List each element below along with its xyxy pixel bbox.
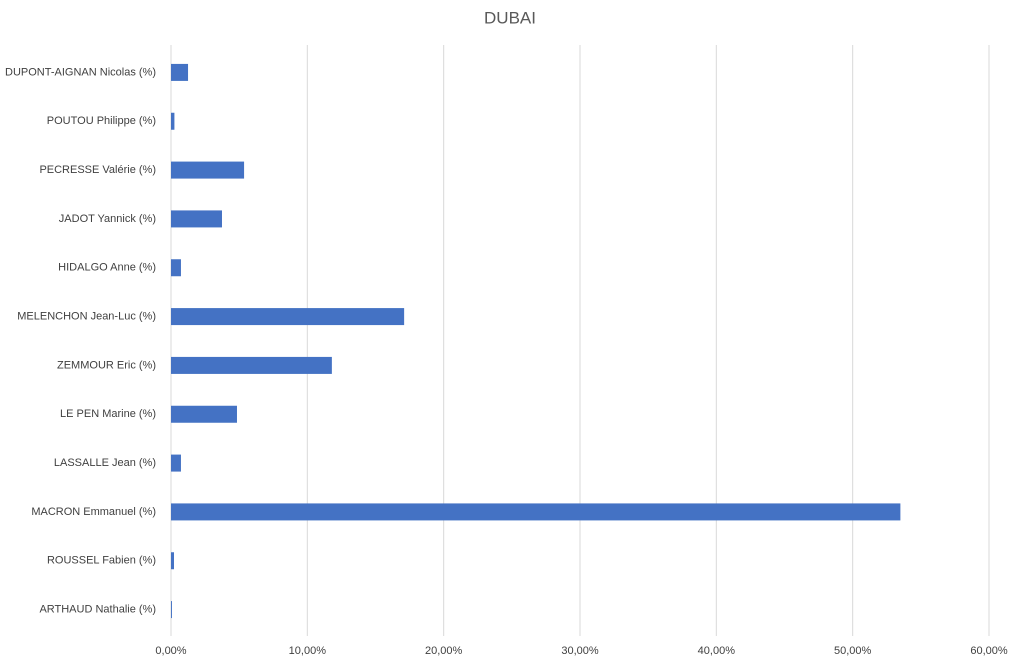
x-tick-label: 40,00% bbox=[698, 645, 736, 657]
y-tick-label: POUTOU Philippe (%) bbox=[47, 115, 156, 127]
bar bbox=[171, 356, 332, 374]
bar bbox=[171, 210, 222, 228]
bar bbox=[171, 503, 901, 521]
y-tick-label: ROUSSEL Fabien (%) bbox=[47, 555, 156, 567]
bar bbox=[171, 405, 237, 423]
x-tick-label: 30,00% bbox=[561, 645, 599, 657]
bar bbox=[171, 259, 181, 277]
y-tick-label: MELENCHON Jean-Luc (%) bbox=[17, 310, 156, 322]
x-tick-label: 10,00% bbox=[289, 645, 327, 657]
chart-title: DUBAI bbox=[484, 8, 536, 27]
x-tick-label: 60,00% bbox=[970, 645, 1008, 657]
bar bbox=[171, 552, 174, 570]
y-tick-label: DUPONT-AIGNAN Nicolas (%) bbox=[5, 66, 156, 78]
bar bbox=[171, 454, 181, 472]
bar bbox=[171, 63, 189, 81]
y-tick-label: JADOT Yannick (%) bbox=[59, 213, 156, 225]
y-tick-label: ZEMMOUR Eric (%) bbox=[57, 359, 156, 371]
bar bbox=[171, 601, 172, 619]
x-tick-label: 50,00% bbox=[834, 645, 872, 657]
y-tick-label: PECRESSE Valérie (%) bbox=[39, 164, 156, 176]
y-tick-label: LE PEN Marine (%) bbox=[60, 408, 156, 420]
x-tick-label: 0,00% bbox=[155, 645, 186, 657]
bar bbox=[171, 112, 175, 130]
bar bbox=[171, 161, 245, 179]
y-tick-label: ARTHAUD Nathalie (%) bbox=[39, 603, 156, 615]
y-tick-label: HIDALGO Anne (%) bbox=[58, 262, 156, 274]
bar bbox=[171, 308, 405, 326]
x-tick-label: 20,00% bbox=[425, 645, 463, 657]
y-tick-label: LASSALLE Jean (%) bbox=[54, 457, 156, 469]
y-tick-label: MACRON Emmanuel (%) bbox=[31, 506, 156, 518]
